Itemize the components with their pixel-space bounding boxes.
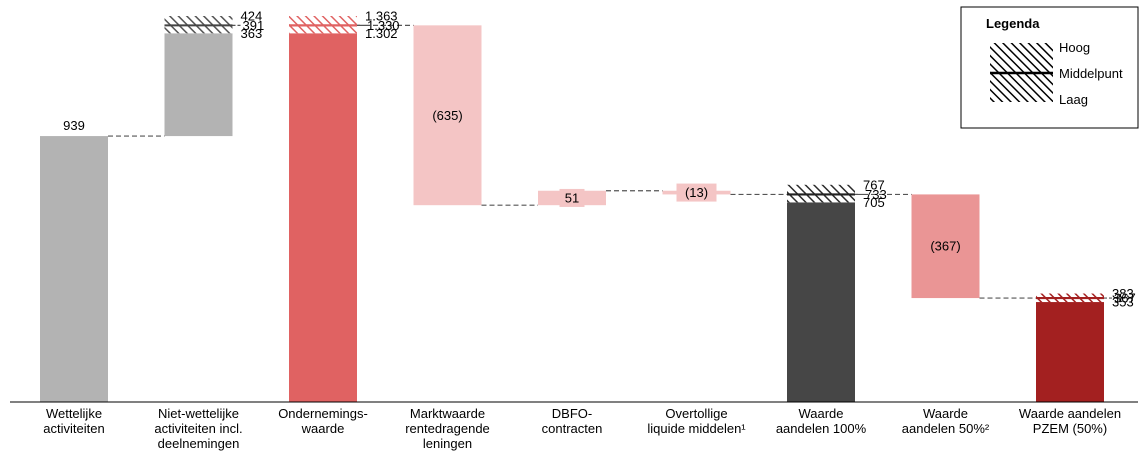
category-label: Marktwaarde rentedragende leningen <box>405 406 490 451</box>
data-label: 1.330 <box>367 18 400 33</box>
bars-layer <box>40 16 1104 403</box>
data-label: 1.302 <box>365 26 398 41</box>
bar <box>164 33 233 137</box>
data-label: 1.363 <box>365 9 398 24</box>
data-label: 391 <box>243 18 265 33</box>
bar <box>911 194 980 299</box>
category-label: Ondernemings-waarde <box>278 406 368 436</box>
legend-item-low: Laag <box>1059 92 1088 107</box>
bar <box>1036 302 1104 402</box>
bar <box>413 25 482 206</box>
data-label: 733 <box>865 187 887 202</box>
legend-title: Legenda <box>986 16 1040 31</box>
data-label: 363 <box>241 26 263 41</box>
connector-lines <box>108 24 1036 299</box>
bar <box>787 202 855 402</box>
bar <box>289 33 357 403</box>
category-label: DBFO-contracten <box>542 406 603 436</box>
category-label: Niet-wettelijke activiteiten incl. deelnem… <box>154 406 242 451</box>
data-label: 353 <box>1112 295 1134 310</box>
category-labels: Wettelijke activiteiten Niet-wettelijke act… <box>43 406 1121 451</box>
label-background <box>559 188 585 207</box>
data-label: 705 <box>863 195 885 210</box>
data-label: (367) <box>930 239 960 254</box>
category-label: Waarde aandelen 100% <box>776 406 867 436</box>
legend-item-mid: Middelpunt <box>1059 66 1123 81</box>
data-label: 939 <box>63 118 85 133</box>
data-label: 767 <box>863 177 885 192</box>
legend: Legenda Hoog Middelpunt Laag <box>960 6 1139 129</box>
data-label: (13) <box>685 185 708 200</box>
data-label: 424 <box>241 9 263 24</box>
label-background <box>676 183 717 202</box>
category-label: Waarde aandelen 50%² <box>902 406 990 436</box>
category-label: Wettelijke activiteiten <box>43 406 104 436</box>
category-label: Overtollige liquide middelen¹ <box>647 406 746 436</box>
bar <box>40 136 108 403</box>
data-label: 383 <box>1112 286 1134 301</box>
data-label: (635) <box>432 108 462 123</box>
data-label: 367 <box>1114 291 1136 306</box>
category-label: Waarde aandelen PZEM (50%) <box>1019 406 1121 436</box>
legend-item-high: Hoog <box>1059 40 1090 55</box>
data-label: 51 <box>565 190 579 205</box>
